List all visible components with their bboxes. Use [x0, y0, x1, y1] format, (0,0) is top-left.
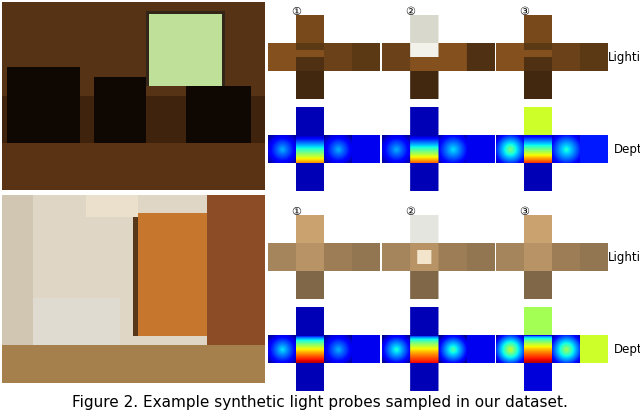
- Bar: [0, 385, 640, 417]
- Text: ③: ③: [519, 207, 529, 217]
- Text: ②: ②: [170, 42, 180, 55]
- Text: ①: ①: [291, 7, 301, 17]
- Text: ①: ①: [29, 78, 40, 91]
- Text: ③: ③: [195, 131, 205, 145]
- Text: Figure 2. Example synthetic light probes sampled in our dataset.: Figure 2. Example synthetic light probes…: [72, 395, 568, 410]
- Text: Lighting: Lighting: [608, 50, 640, 63]
- Text: ②: ②: [405, 207, 415, 217]
- Text: ②: ②: [170, 241, 180, 254]
- Text: ③: ③: [519, 7, 529, 17]
- Text: ①: ①: [291, 207, 301, 217]
- Text: ①: ①: [49, 261, 61, 274]
- Text: Depth: Depth: [614, 342, 640, 356]
- Text: ②: ②: [405, 7, 415, 17]
- Text: Lighting: Lighting: [608, 251, 640, 264]
- Text: Depth: Depth: [614, 143, 640, 156]
- Text: ③: ③: [189, 339, 200, 352]
